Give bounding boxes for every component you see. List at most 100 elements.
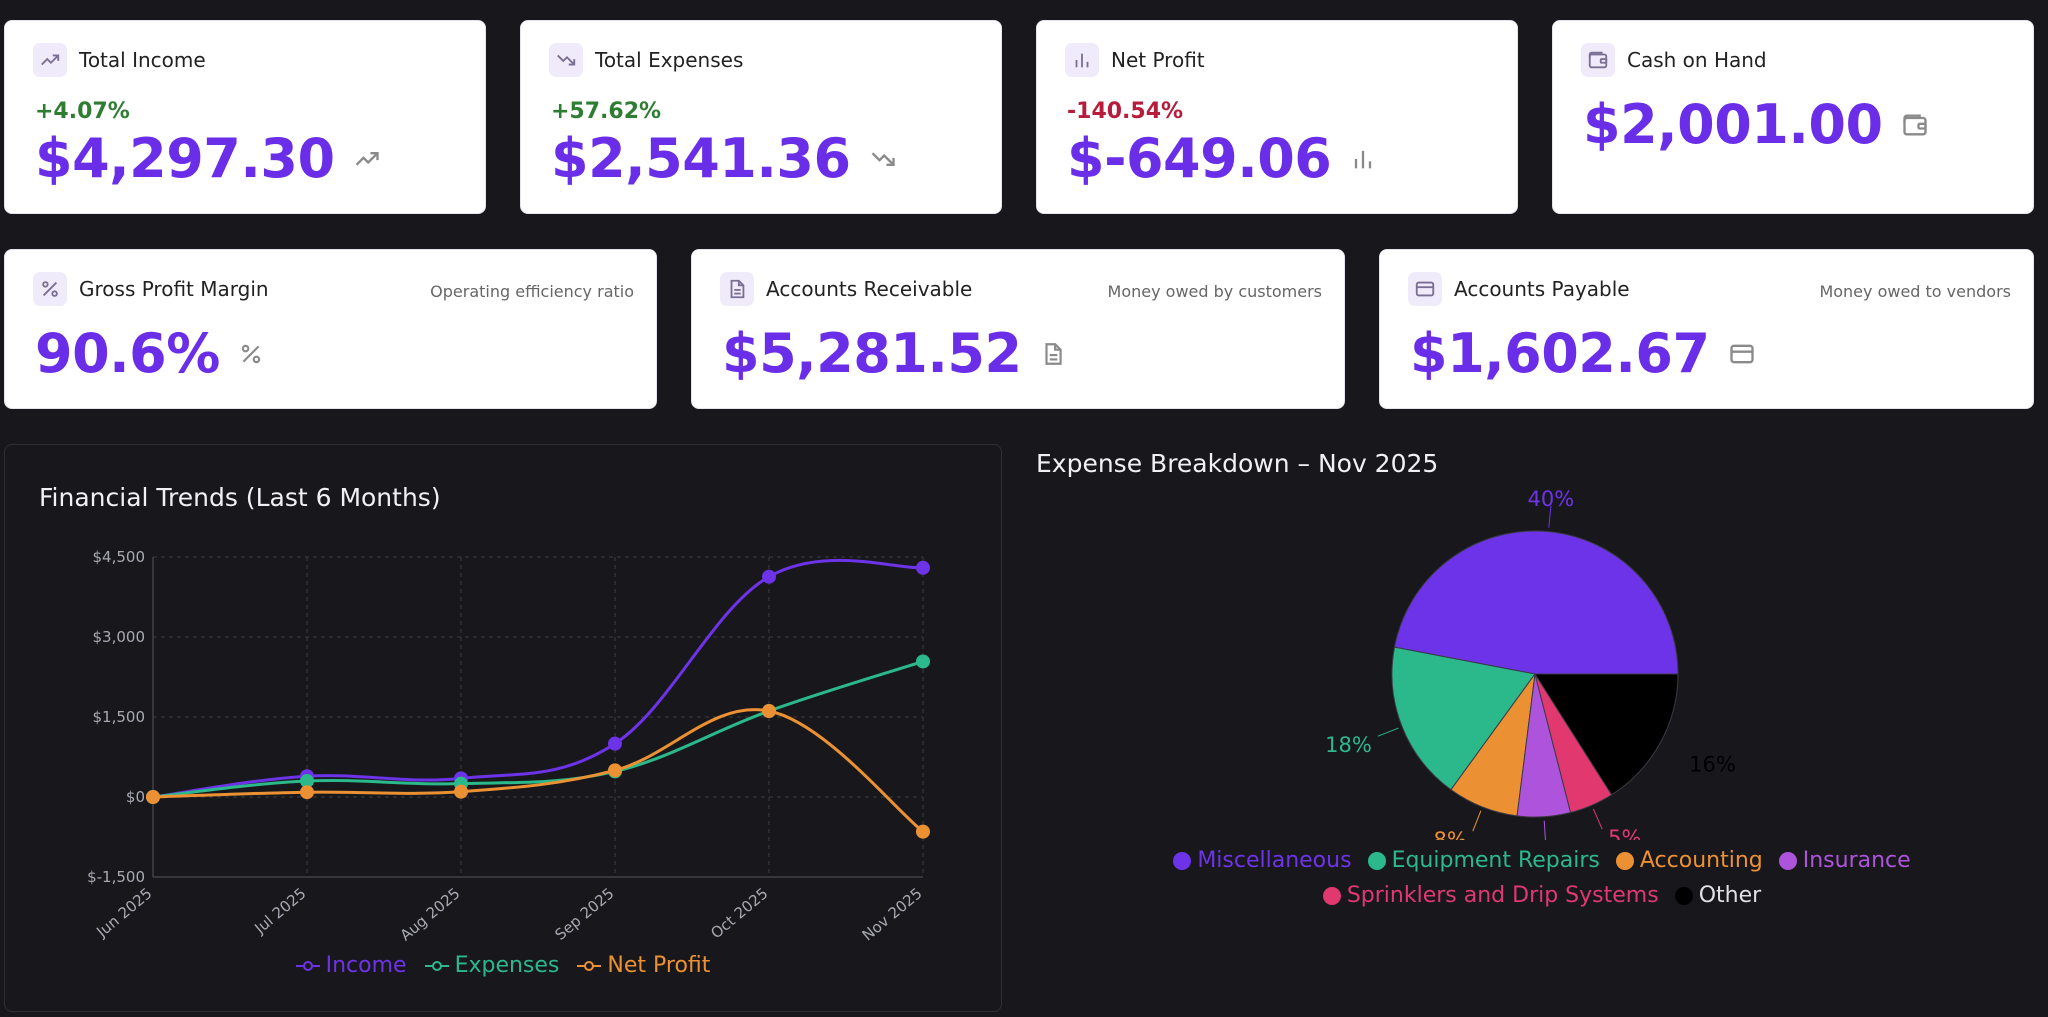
legend-label: Accounting xyxy=(1639,848,1763,873)
x-tick-label: Jun 2025 xyxy=(92,884,155,941)
data-point xyxy=(916,560,930,575)
legend-label: Expenses xyxy=(454,953,560,978)
legend-dot-icon xyxy=(1322,886,1341,905)
series-line-expenses xyxy=(152,660,924,799)
change-percent: +57.62% xyxy=(551,99,662,124)
legend-item[interactable]: Net Profit xyxy=(577,953,710,978)
bar-chart-icon xyxy=(1349,145,1377,173)
data-point xyxy=(300,774,314,788)
data-point xyxy=(916,654,930,669)
card-title: Accounts Payable xyxy=(1454,277,1630,301)
pie-slice-miscellaneous xyxy=(1393,530,1679,675)
kpi-card-accounts-receivable: Accounts Receivable Money owed by custom… xyxy=(691,249,1345,409)
slice-leader-line xyxy=(1592,808,1603,830)
change-percent: +4.07% xyxy=(35,99,130,124)
trending-up-icon xyxy=(353,145,381,173)
legend-item[interactable]: Income xyxy=(295,953,407,978)
card-title: Total Expenses xyxy=(595,48,744,72)
legend-marker-icon xyxy=(577,960,602,971)
trending-down-icon xyxy=(869,145,897,173)
data-point xyxy=(300,785,314,800)
x-tick-label: Sep 2025 xyxy=(551,884,617,944)
legend-dot-icon xyxy=(1778,851,1797,870)
legend-label: Insurance xyxy=(1802,848,1911,873)
data-point xyxy=(762,704,776,719)
x-tick-label: Nov 2025 xyxy=(859,884,926,944)
slice-leader-line xyxy=(1548,505,1552,528)
kpi-value: $2,541.36 xyxy=(551,127,851,190)
legend-dot-icon xyxy=(1674,886,1693,905)
y-tick-label: $3,000 xyxy=(93,628,146,646)
pie-legend: Miscellaneous Equipment Repairs Accounting… xyxy=(1036,848,2048,918)
data-point xyxy=(146,790,160,804)
data-point xyxy=(608,736,622,751)
y-tick-label: $4,500 xyxy=(93,548,146,566)
kpi-card-accounts-payable: Accounts Payable Money owed to vendors $… xyxy=(1379,249,2034,409)
legend-marker-icon xyxy=(295,960,320,971)
card-subtitle: Operating efficiency ratio xyxy=(430,282,634,301)
data-point xyxy=(454,784,468,799)
slice-leader-line xyxy=(1472,810,1482,832)
legend-dot-icon xyxy=(1615,851,1634,870)
legend-item[interactable]: Equipment Repairs xyxy=(1367,848,1600,873)
legend-item[interactable]: Insurance xyxy=(1778,848,1911,873)
slice-label: 8% xyxy=(1433,828,1466,840)
credit-card-icon xyxy=(1408,272,1442,306)
x-tick-label: Aug 2025 xyxy=(397,884,464,944)
financial-trends-panel: Financial Trends (Last 6 Months) $4,500 $… xyxy=(4,444,1002,1012)
legend-item[interactable]: Accounting xyxy=(1615,848,1763,873)
kpi-card-gross-profit-margin: Gross Profit Margin Operating efficiency… xyxy=(4,249,657,409)
change-percent: -140.54% xyxy=(1067,99,1184,124)
wallet-icon xyxy=(1581,43,1615,77)
kpi-value: $2,001.00 xyxy=(1583,93,1883,156)
slice-label: 40% xyxy=(1528,487,1575,511)
series-line-net-profit xyxy=(152,708,924,833)
y-tick-label: $1,500 xyxy=(93,708,146,726)
kpi-value: $5,281.52 xyxy=(722,322,1022,385)
legend-label: Income xyxy=(325,953,407,978)
legend-item[interactable]: Sprinklers and Drip Systems xyxy=(1322,883,1659,908)
legend-item[interactable]: Miscellaneous xyxy=(1173,848,1352,873)
kpi-value: $-649.06 xyxy=(1067,127,1332,190)
legend-label: Other xyxy=(1698,883,1762,908)
legend-dot-icon xyxy=(1173,851,1192,870)
card-title: Net Profit xyxy=(1111,48,1205,72)
pie-slice-other xyxy=(1534,673,1679,796)
document-icon xyxy=(1040,341,1066,367)
chart-legend: Income Expenses Net Profit xyxy=(5,953,1001,978)
card-subtitle: Money owed to vendors xyxy=(1819,282,2011,301)
data-point xyxy=(608,763,622,778)
percent-icon xyxy=(238,341,264,367)
credit-card-icon xyxy=(1728,340,1756,368)
slice-leader-line xyxy=(1543,820,1546,840)
legend-row: Sprinklers and Drip Systems Other xyxy=(1036,883,2048,908)
wallet-icon xyxy=(1901,111,1929,139)
x-tick-label: Jul 2025 xyxy=(250,884,309,938)
slice-label: 18% xyxy=(1325,733,1372,757)
document-icon xyxy=(720,272,754,306)
pie-slice-equipment-repairs xyxy=(1391,646,1536,791)
kpi-value: $1,602.67 xyxy=(1410,322,1710,385)
card-title: Gross Profit Margin xyxy=(79,277,269,301)
kpi-card-net-profit: Net Profit -140.54% $-649.06 xyxy=(1036,20,1518,214)
legend-dot-icon xyxy=(1367,851,1386,870)
kpi-value: $4,297.30 xyxy=(35,127,335,190)
legend-item[interactable]: Expenses xyxy=(424,953,560,978)
kpi-card-total-expenses: Total Expenses +57.62% $2,541.36 xyxy=(520,20,1002,214)
legend-label: Miscellaneous xyxy=(1197,848,1352,873)
y-tick-label: $-1,500 xyxy=(87,868,145,886)
trending-up-icon xyxy=(33,43,67,77)
bar-chart-icon xyxy=(1065,43,1099,77)
x-tick-label: Oct 2025 xyxy=(707,884,771,942)
card-title: Accounts Receivable xyxy=(766,277,973,301)
y-tick-label: $0 xyxy=(126,788,145,806)
slice-leader-line xyxy=(1377,727,1399,737)
slice-label: 16% xyxy=(1689,752,1736,776)
card-subtitle: Money owed by customers xyxy=(1107,282,1322,301)
card-title: Cash on Hand xyxy=(1627,48,1767,72)
kpi-card-cash-on-hand: Cash on Hand $2,001.00 xyxy=(1552,20,2034,214)
legend-item[interactable]: Other xyxy=(1674,883,1762,908)
card-title: Total Income xyxy=(79,48,206,72)
kpi-value: 90.6% xyxy=(35,322,220,385)
